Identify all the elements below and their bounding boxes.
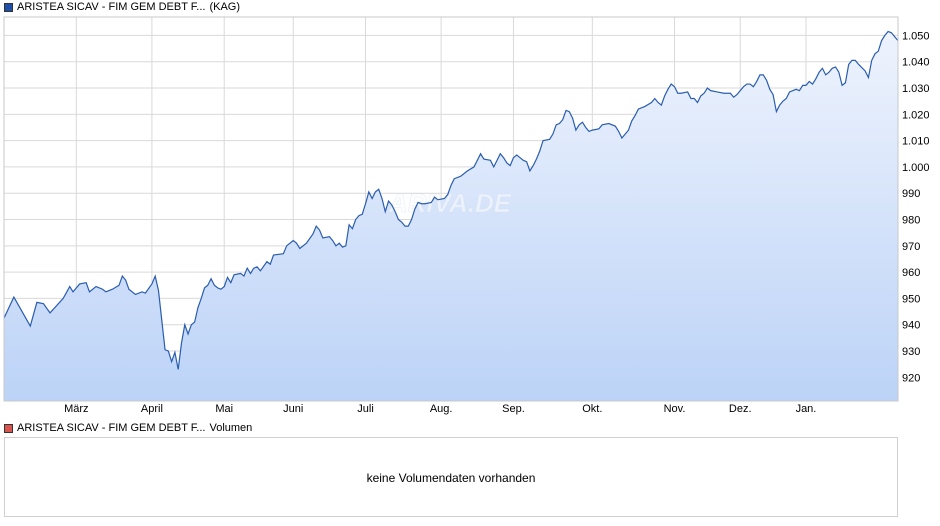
price-chart: ARIVA.DE 920 930 940 950 960 970 980 990 1.000 1.… xyxy=(3,16,930,415)
volume-legend-swatch xyxy=(4,423,13,433)
y-tick-label: 1.010 xyxy=(902,136,930,148)
x-tick-label: Nov. xyxy=(664,403,686,415)
y-tick-label: 990 xyxy=(902,188,920,200)
volume-panel: keine Volumendaten vorhanden xyxy=(4,437,898,517)
x-tick-label: Juli xyxy=(357,403,374,415)
y-tick-label: 1.050 xyxy=(902,30,930,42)
y-tick-label: 1.040 xyxy=(902,57,930,69)
price-area-fill xyxy=(4,31,898,401)
x-tick-label: Juni xyxy=(283,403,303,415)
price-legend-suffix: (KAG) xyxy=(209,1,241,13)
y-tick-label: 970 xyxy=(902,241,920,253)
plot-border xyxy=(3,16,899,402)
y-tick-label: 940 xyxy=(902,320,920,332)
x-tick-label: Okt. xyxy=(582,403,602,415)
x-tick-label: April xyxy=(141,403,163,415)
x-tick-label: Aug. xyxy=(430,403,453,415)
no-volume-message: keine Volumendaten vorhanden xyxy=(366,471,536,485)
y-tick-label: 1.000 xyxy=(902,162,930,174)
watermark: ARIVA.DE xyxy=(388,188,512,218)
x-tick-label: März xyxy=(64,403,88,415)
price-legend-name: ARISTEA SICAV - FIM GEM DEBT F... xyxy=(17,1,206,13)
price-line xyxy=(3,30,899,370)
y-tick-label: 1.020 xyxy=(902,109,930,121)
y-tick-label: 930 xyxy=(902,346,920,358)
y-tick-label: 960 xyxy=(902,267,920,279)
x-tick-label: Dez. xyxy=(729,403,752,415)
price-legend-swatch xyxy=(4,2,13,12)
volume-legend-suffix: Volumen xyxy=(209,422,253,434)
y-tick-label: 920 xyxy=(902,372,920,384)
volume-legend: ARISTEA SICAV - FIM GEM DEBT F... Volume… xyxy=(4,421,252,435)
volume-legend-name: ARISTEA SICAV - FIM GEM DEBT F... xyxy=(17,422,206,434)
y-tick-label: 1.030 xyxy=(902,83,930,95)
x-tick-label: Jan. xyxy=(796,403,817,415)
x-tick-label: Mai xyxy=(215,403,233,415)
x-tick-label: Sep. xyxy=(502,403,525,415)
price-legend: ARISTEA SICAV - FIM GEM DEBT F... (KAG) xyxy=(4,0,240,14)
y-tick-label: 980 xyxy=(902,215,920,227)
y-tick-label: 950 xyxy=(902,293,920,305)
